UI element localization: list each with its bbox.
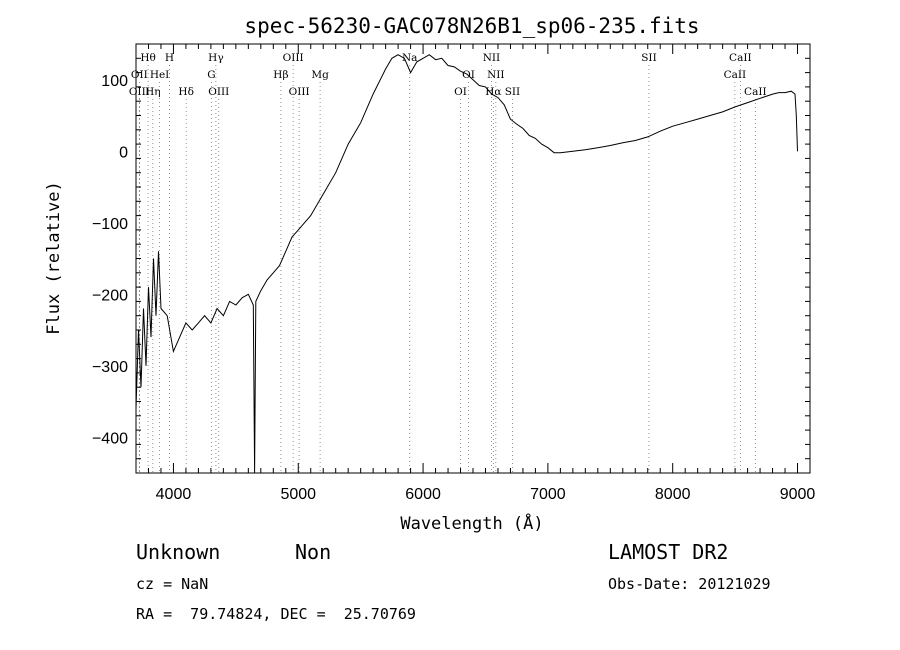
- spectral-line-label: CaII: [724, 69, 747, 81]
- observation-date: Obs-Date: 20121029: [608, 575, 771, 593]
- y-tick-label: −200: [92, 287, 128, 304]
- x-tick-label: 7000: [530, 486, 566, 503]
- spectral-line-label: OIII: [289, 86, 310, 98]
- spectral-line-label: NII: [487, 69, 504, 81]
- spectral-line-label: OI: [454, 86, 467, 98]
- spectral-line-label: Hη: [145, 86, 160, 98]
- spectral-line-label: Mg: [311, 69, 329, 81]
- y-tick-label: −400: [92, 430, 128, 447]
- spectral-line-label: CaII: [744, 86, 767, 98]
- object-class: Unknown: [136, 540, 221, 564]
- spectral-line-label: CaII: [729, 52, 752, 64]
- y-tick-labels: 100 0 −100 −200 −300 −400: [92, 73, 128, 448]
- spectral-line-label: H: [165, 52, 174, 64]
- x-tick-label: 9000: [780, 486, 816, 503]
- sky-coordinates: RA = 79.74824, DEC = 25.70769: [136, 605, 416, 623]
- spectral-line-label: OII: [131, 69, 148, 81]
- y-tick-label: −300: [92, 359, 128, 376]
- spectral-line-label: OIII: [283, 52, 304, 64]
- survey-name: LAMOST DR2: [608, 540, 729, 564]
- plot-frame: [135, 43, 811, 474]
- spectral-line-label: Hα: [485, 86, 501, 98]
- y-tick-label: 0: [119, 144, 128, 161]
- x-tick-labels: 4000 5000 6000 7000 8000 9000: [156, 486, 816, 503]
- spectral-line-label: SII: [505, 86, 521, 98]
- spectral-line-label: OIII: [129, 86, 150, 98]
- spectral-line-markers: [138, 65, 756, 473]
- spectrum-line: [135, 54, 798, 474]
- spectral-line-label: Hδ: [178, 86, 193, 98]
- redshift-value: cz = NaN: [136, 575, 209, 593]
- axis-ticks: [135, 43, 811, 474]
- y-axis-label: Flux (relative): [44, 181, 64, 335]
- x-tick-label: 4000: [156, 486, 192, 503]
- spectral-line-label: HeI: [150, 69, 170, 81]
- x-tick-label: 6000: [405, 486, 441, 503]
- object-subclass: Non: [295, 540, 332, 564]
- spectral-line-label: Hγ: [208, 52, 223, 64]
- spectral-line-label: NII: [483, 52, 500, 64]
- spectral-line-label: OIII: [208, 86, 229, 98]
- spectral-line-label: SII: [641, 52, 657, 64]
- y-tick-label: 100: [101, 73, 128, 90]
- y-tick-label: −100: [92, 216, 128, 233]
- spectral-line-label: G: [207, 69, 215, 81]
- spectrum-chart: spec-56230-GAC078N26B1_sp06-235.fits Hθ O…: [44, 14, 816, 534]
- spectral-line-label: Hθ: [140, 52, 155, 64]
- x-tick-label: 5000: [280, 486, 316, 503]
- chart-title: spec-56230-GAC078N26B1_sp06-235.fits: [244, 14, 699, 38]
- x-tick-label: 8000: [655, 486, 691, 503]
- spectral-line-label: Hβ: [273, 69, 288, 81]
- x-axis-label: Wavelength (Å): [400, 512, 543, 534]
